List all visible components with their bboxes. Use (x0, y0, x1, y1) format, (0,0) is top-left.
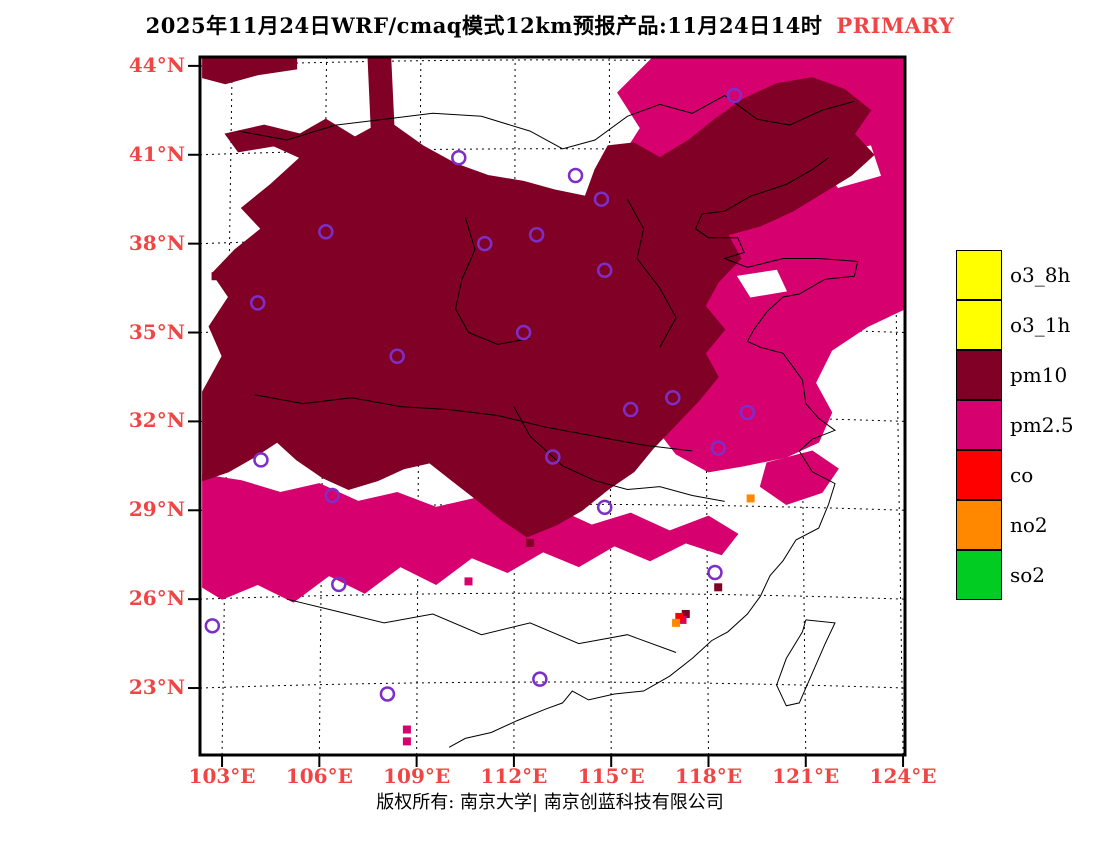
lat-tick-label: 44°N (128, 52, 185, 77)
region-pm2.5 (759, 450, 839, 505)
legend-label-so2: so2 (1010, 563, 1046, 587)
lon-tick-label: 106°E (285, 764, 353, 788)
cell-pm2.5 (402, 737, 411, 746)
region-pm10 (202, 56, 875, 538)
legend-swatch-co (956, 450, 1002, 500)
lon-tick-label: 121°E (772, 764, 840, 788)
lat-tick-label: 35°N (128, 319, 185, 344)
legend-label-no2: no2 (1010, 513, 1048, 537)
city-marker (324, 487, 341, 504)
cell-no2 (746, 494, 755, 503)
city-marker (622, 401, 639, 418)
city-marker (476, 235, 493, 252)
cell-pm10 (211, 272, 220, 281)
lat-tick-label: 32°N (128, 408, 185, 433)
axis-ticks (188, 64, 905, 767)
legend-swatch-so2 (956, 550, 1002, 600)
boundary-line (454, 216, 531, 345)
lon-tick-label: 109°E (383, 764, 451, 788)
lon-tick-label: 118°E (674, 764, 742, 788)
forecast-map (188, 55, 907, 767)
legend-label-o3_1h: o3_1h (1010, 313, 1071, 337)
lon-tick-label: 115°E (577, 764, 645, 788)
cell-pm10 (681, 609, 690, 618)
boundary-line (286, 598, 677, 653)
legend-label-co: co (1010, 463, 1034, 487)
cell-no2 (672, 618, 681, 627)
meridian-line (891, 56, 904, 756)
city-marker (249, 295, 266, 311)
legend-swatch-pm2.5 (956, 400, 1002, 450)
lat-tick-label: 38°N (128, 230, 185, 255)
city-marker (707, 564, 723, 581)
city-marker (532, 671, 548, 687)
city-marker (318, 224, 334, 240)
city-marker (379, 686, 396, 702)
city-marker (739, 404, 756, 421)
cell-pm10 (263, 278, 272, 287)
cell-pm2.5 (464, 577, 473, 586)
city-marker (528, 227, 545, 243)
boundary-line (254, 394, 693, 452)
city-marker (253, 452, 269, 468)
boundary-line (513, 406, 725, 502)
city-markers (204, 87, 756, 702)
pollutant-cells (211, 272, 755, 746)
city-marker (389, 348, 405, 364)
legend-swatch-pm10 (956, 350, 1002, 400)
legend-swatch-o3_8h (956, 250, 1002, 300)
city-marker (596, 262, 613, 279)
lat-tick-label: 41°N (128, 141, 185, 166)
legend-label-pm10: pm10 (1010, 363, 1068, 387)
boundary-line (626, 198, 677, 348)
city-marker (593, 191, 610, 207)
city-marker (596, 499, 613, 516)
city-marker (204, 618, 221, 634)
legend-label-pm2.5: pm2.5 (1010, 413, 1074, 437)
cell-co (675, 612, 684, 621)
lon-tick-label: 124°E (869, 764, 937, 788)
city-marker (567, 167, 584, 184)
lat-tick-label: 23°N (128, 675, 185, 700)
legend-label-o3_8h: o3_8h (1010, 263, 1071, 287)
city-marker (545, 449, 561, 465)
copyright-footer: 版权所有: 南京大学| 南京创蓝科技有限公司 (376, 792, 724, 813)
map-canvas (188, 55, 907, 767)
region-white-gap (736, 269, 788, 298)
legend-swatch-o3_1h (956, 300, 1002, 350)
city-marker (710, 440, 726, 456)
city-marker (451, 149, 467, 166)
city-marker (665, 389, 681, 406)
cell-pm10 (526, 538, 535, 547)
city-marker (726, 87, 743, 104)
city-marker (515, 324, 532, 341)
pollutant-regions (202, 56, 906, 603)
map-frame (198, 55, 907, 757)
title-primary-tag: PRIMARY (836, 13, 955, 38)
lat-tick-label: 29°N (128, 497, 185, 522)
boundary-line (776, 619, 836, 707)
city-marker (331, 576, 347, 593)
lon-tick-label: 103°E (188, 764, 256, 788)
lon-tick-label: 112°E (480, 764, 548, 788)
map-boundaries (238, 94, 859, 748)
title-text: 2025年11月24日WRF/cmaq模式12km预报产品:11月24日14时 (145, 13, 823, 38)
boundary-line (448, 157, 859, 748)
legend-swatch-no2 (956, 500, 1002, 550)
page-title: 2025年11月24日WRF/cmaq模式12km预报产品:11月24日14时 P… (0, 10, 1100, 40)
cell-pm2.5 (402, 725, 411, 734)
lat-tick-label: 26°N (128, 586, 185, 611)
boundary-line (238, 94, 855, 150)
cell-pm10 (714, 583, 723, 592)
